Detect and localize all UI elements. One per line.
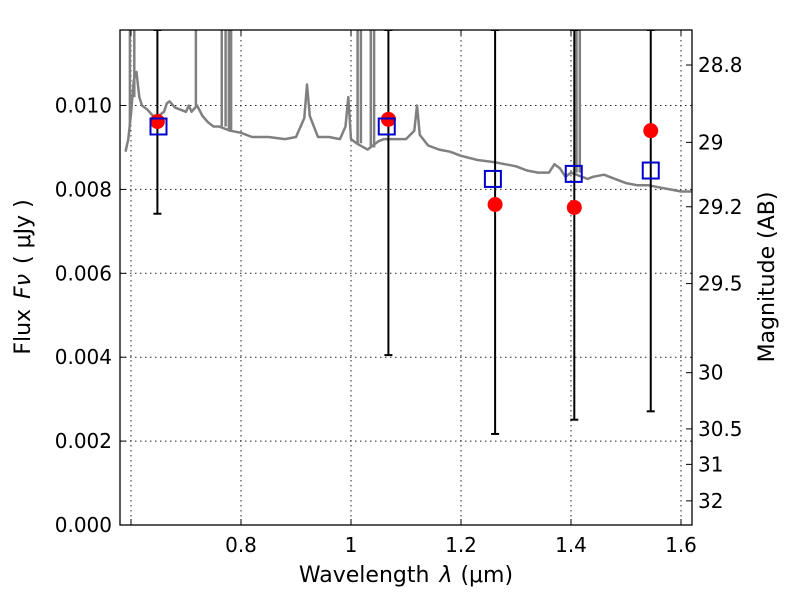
model-flux-square [149, 117, 168, 136]
x-tick-label: 1.4 [555, 533, 587, 557]
magnitude-tick-label: 29.2 [698, 195, 743, 219]
y-tick-label: 0.000 [55, 513, 112, 537]
x-tick-label: 1.2 [445, 533, 477, 557]
magnitude-tick-label: 31 [698, 452, 723, 476]
magnitude-tick-label: 28.8 [698, 53, 743, 77]
magnitude-tick-label: 30.5 [698, 417, 743, 441]
model-flux-square [483, 169, 502, 188]
y-tick-label: 0.008 [55, 177, 112, 201]
grid [120, 30, 692, 525]
sed-model-line [124, 70, 692, 193]
y-tick-label: 0.002 [55, 429, 112, 453]
magnitude-tick-label: 32 [698, 489, 723, 513]
magnitude-tick-label: 29.5 [698, 272, 743, 296]
x-axis-label: Wavelength λ (μm) [299, 563, 513, 588]
magnitude-tick-label: 29 [698, 130, 723, 154]
x-tick-label: 1 [345, 533, 358, 557]
observed-flux-point [566, 199, 582, 215]
y-tick-label: 0.004 [55, 345, 112, 369]
model-flux-square [564, 164, 583, 183]
plot-area [124, 30, 692, 435]
x-tick-label: 0.8 [225, 533, 257, 557]
model-flux-square [641, 161, 660, 180]
axes: 0.8 1 1.2 1.4 1.6 0.000 0.002 0.004 0.006 0.008 0.… [55, 30, 743, 557]
magnitude-tick-label: 30 [698, 361, 723, 385]
magnitude-axis-label: Magnitude (AB) [755, 192, 780, 363]
y-tick-label: 0.006 [55, 261, 112, 285]
observed-flux-point [487, 197, 503, 213]
y-axis-label: FluxFν( μJy ) [11, 199, 36, 354]
plot-frame [119, 29, 693, 526]
observed-flux-point [149, 113, 165, 129]
y-tick-label: 0.010 [55, 94, 112, 118]
observed-flux-point [643, 123, 659, 139]
model-flux-square [377, 117, 396, 136]
x-tick-label: 1.6 [665, 533, 697, 557]
